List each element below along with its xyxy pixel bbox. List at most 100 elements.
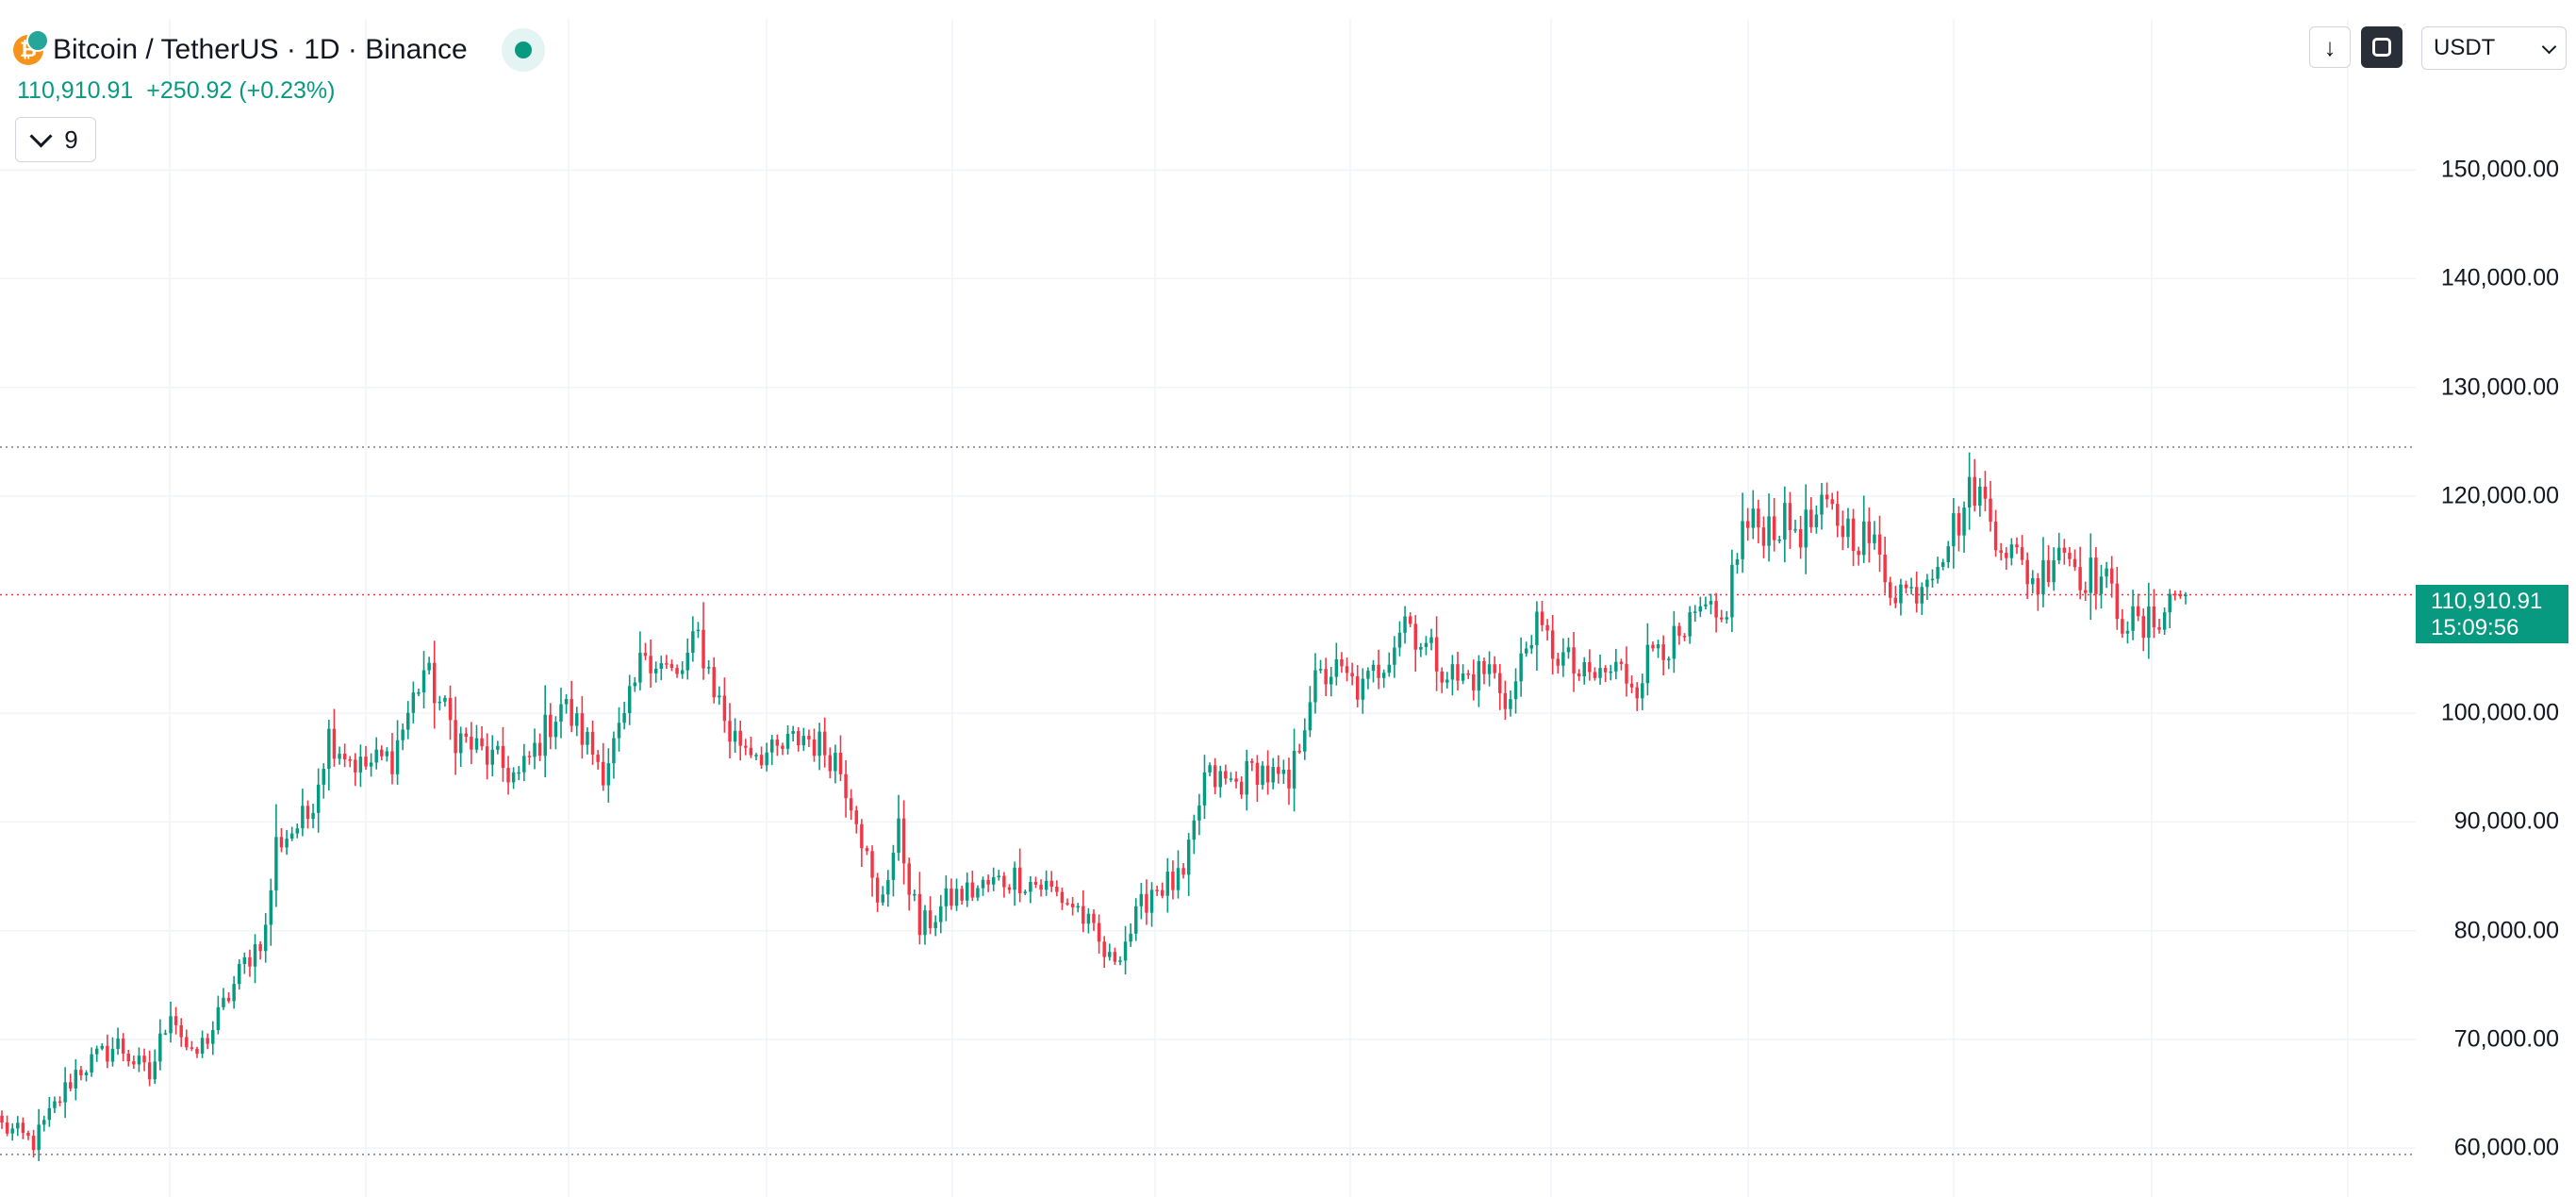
candle [1572,632,1576,692]
candle-body [1719,617,1724,620]
candle-body [759,755,764,766]
candle [1397,621,1402,657]
candle [886,870,890,907]
candle-body [1946,546,1950,562]
candle-body [438,701,442,704]
candle-body [1899,584,1903,604]
symbol-title[interactable]: Bitcoin / TetherUS · 1D · Binance [53,34,468,65]
candle-body [612,738,616,764]
candle-body [733,730,737,742]
scroll-to-latest-button[interactable]: ↓ [2309,26,2351,68]
candle-body [944,889,949,906]
candle-body [0,1115,4,1123]
candle-body [1239,781,1244,795]
candle-body [1661,644,1665,660]
candle [1529,635,1534,655]
candle [1651,641,1655,652]
candle-body [1993,522,1998,551]
reference-lines [0,446,2416,1155]
candle [1503,680,1508,721]
candle-body [432,662,437,704]
market-open-indicator[interactable] [501,28,545,72]
candle-body [1873,534,1876,543]
candle [417,689,421,697]
candle-body [501,745,505,769]
candle-body [1588,662,1592,673]
fit-screen-button[interactable] [2361,26,2403,68]
candle [1645,623,1650,696]
candle-body [1836,504,1840,526]
candle-body [1134,906,1138,934]
candle-body [1609,671,1612,673]
candle [1940,558,1945,571]
candle [327,719,331,790]
candle-body [517,772,520,774]
currency-select[interactable]: USDT [2421,26,2567,70]
candle [2094,547,2098,610]
candle [47,1096,52,1127]
candle [1149,882,1154,927]
candle [1123,925,1128,975]
candle [860,819,864,868]
candle [1745,507,1750,541]
candle [2046,545,2051,588]
candlestick-series [0,452,2188,1161]
candle-body [1429,637,1433,643]
candle-body [68,1082,73,1089]
candle [1403,606,1407,644]
candle-body [1403,616,1407,633]
candle-body [390,751,394,774]
candle-body [1904,584,1908,589]
candle [1145,879,1148,925]
candle-body [458,733,463,754]
candle-body [1930,578,1935,581]
candle [1983,471,1988,512]
candle [685,638,689,680]
candle-body [110,1048,115,1062]
candle-body [1883,554,1887,583]
candle [517,766,520,781]
candle [37,1108,41,1161]
candle-body [2094,557,2098,594]
candle [106,1034,109,1069]
candle [944,875,949,922]
candle [1524,641,1528,657]
candle [854,806,858,834]
candle [2041,537,2045,607]
candle [812,728,817,762]
candle [1741,492,1744,574]
candle-body [269,889,273,925]
candle-body [31,1136,36,1151]
candle [933,915,937,937]
candle-body [173,1016,178,1025]
candle [1629,675,1634,693]
candle [263,912,268,963]
candle [1092,908,1096,931]
candle [1070,897,1075,916]
candle [1165,857,1170,913]
candle [2078,546,2082,600]
candle-body [1277,767,1280,774]
candle-body [190,1047,194,1049]
candle [1086,907,1091,934]
candle [1777,536,1781,544]
candle-body [2136,606,2140,617]
candle [791,725,795,742]
candle [738,721,742,761]
candle-body [1397,632,1402,648]
candle-body [258,944,262,952]
candle [1245,749,1248,811]
candle [817,723,821,771]
candle [891,844,896,897]
candle [1836,490,1840,538]
candle-body [1798,529,1803,548]
indicators-toggle-button[interactable]: 9 [15,117,96,162]
candle-body [1735,558,1740,565]
candle [163,1029,168,1036]
candle-body [1493,664,1496,673]
candle-body [279,837,284,848]
candle-body [1129,933,1132,942]
candle-body [533,742,537,757]
candle-body [316,784,321,813]
